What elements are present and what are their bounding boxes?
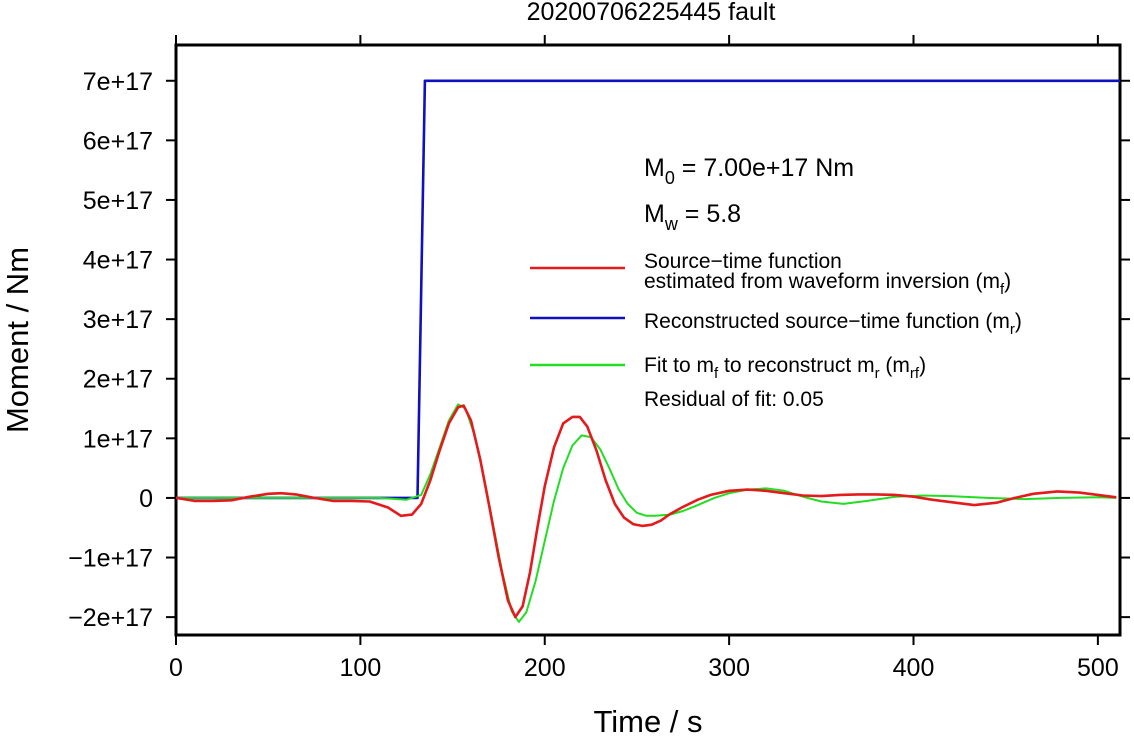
annotations: M0 = 7.00e+17 Nm Mw = 5.8 Residual of fit:…	[644, 154, 854, 411]
series-line-fit	[176, 403, 1117, 623]
y-tick-label: 1e+17	[83, 425, 153, 453]
y-tick-label: −1e+17	[68, 545, 153, 573]
y-tick-label: 5e+17	[83, 187, 153, 215]
y-tick-label: 0	[139, 485, 153, 513]
x-tick-label: 200	[524, 654, 566, 682]
magnitude-annotation: Mw = 5.8	[644, 200, 741, 234]
legend-label: Source−time function	[644, 250, 842, 273]
series-line-estimated	[175, 404, 1117, 619]
y-tick-label: −2e+17	[68, 604, 153, 632]
y-tick-label: 3e+17	[83, 306, 153, 334]
y-tick-label: 4e+17	[83, 247, 153, 275]
x-tick-label: 500	[1077, 654, 1119, 682]
x-axis-label: Time / s	[593, 704, 702, 736]
y-tick-label: 7e+17	[83, 68, 153, 96]
axis-ticks: 0 100 200 300 400 500 −2e+17 −1e+17 0 1e+17 2e+17 3…	[68, 35, 1130, 682]
plot-frame	[174, 43, 1122, 637]
x-tick-label: 300	[708, 654, 750, 682]
x-tick-label: 100	[340, 654, 382, 682]
y-tick-label: 6e+17	[83, 127, 153, 155]
x-tick-label: 400	[893, 654, 935, 682]
series-layer	[175, 79, 1120, 623]
x-tick-label: 0	[169, 654, 183, 682]
legend-label: estimated from waveform inversion (mf)	[644, 270, 1011, 298]
residual-annotation: Residual of fit: 0.05	[644, 388, 824, 411]
legend-label: Reconstructed source−time function (mr)	[644, 310, 1022, 338]
legend-label: Fit to mf to reconstruct mr (mrf)	[644, 354, 926, 382]
y-axis-label: Moment / Nm	[0, 247, 35, 433]
chart-title: 20200706225445 fault	[527, 0, 776, 26]
moment-annotation: M0 = 7.00e+17 Nm	[644, 154, 854, 188]
y-tick-label: 2e+17	[83, 366, 153, 394]
